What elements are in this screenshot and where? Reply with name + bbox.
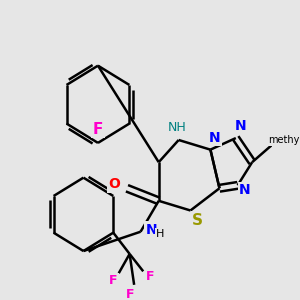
Text: F: F bbox=[93, 122, 103, 137]
Text: F: F bbox=[109, 274, 118, 287]
Text: F: F bbox=[146, 270, 155, 283]
Text: NH: NH bbox=[167, 121, 186, 134]
Text: N: N bbox=[209, 131, 221, 145]
Text: N: N bbox=[235, 119, 246, 134]
Text: H: H bbox=[156, 229, 165, 239]
Text: F: F bbox=[126, 288, 135, 300]
Text: methyl: methyl bbox=[268, 135, 300, 145]
Text: N: N bbox=[239, 183, 251, 197]
Text: S: S bbox=[192, 213, 203, 228]
Text: N: N bbox=[146, 223, 157, 237]
Text: O: O bbox=[108, 177, 120, 191]
